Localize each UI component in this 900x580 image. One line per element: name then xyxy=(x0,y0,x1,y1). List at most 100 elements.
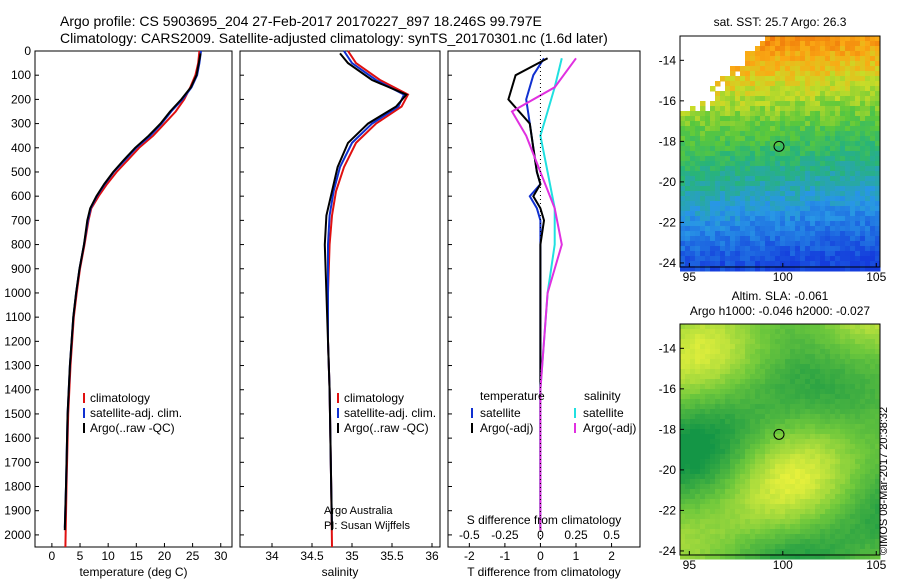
map-cell xyxy=(745,186,751,192)
map-cell xyxy=(790,484,796,490)
map-cell xyxy=(715,534,721,540)
map-cell xyxy=(770,494,776,500)
map-cell xyxy=(870,256,876,262)
map-cell xyxy=(865,454,871,460)
map-cell xyxy=(700,464,706,470)
map-cell xyxy=(740,509,746,515)
map-cell xyxy=(850,509,856,515)
map-cell xyxy=(845,91,851,97)
map-cell xyxy=(860,131,866,137)
map-cell xyxy=(755,499,761,505)
map-cell xyxy=(685,126,691,132)
map-cell xyxy=(875,76,881,82)
map-cell xyxy=(835,519,841,525)
map-cell xyxy=(800,469,806,475)
map-cell xyxy=(745,364,751,370)
map-cell xyxy=(810,334,816,340)
map-cell xyxy=(780,66,786,72)
map-cell xyxy=(855,66,861,72)
map-cell xyxy=(875,236,881,242)
map-cell xyxy=(775,449,781,455)
map-cell xyxy=(800,514,806,520)
map-cell xyxy=(800,196,806,202)
map-cell xyxy=(875,354,881,360)
map-cell xyxy=(705,161,711,167)
map-cell xyxy=(810,176,816,182)
map-cell xyxy=(755,534,761,540)
map-cell xyxy=(760,171,766,177)
map-cell xyxy=(735,91,741,97)
map-cell xyxy=(800,41,806,47)
map-cell xyxy=(835,509,841,515)
map-cell xyxy=(745,161,751,167)
map-cell xyxy=(860,464,866,470)
map-cell xyxy=(725,434,731,440)
map-cell xyxy=(785,554,791,560)
map-cell xyxy=(760,409,766,415)
map-cell xyxy=(725,334,731,340)
map-cell xyxy=(830,459,836,465)
map-cell xyxy=(845,66,851,72)
map-cell xyxy=(825,419,831,425)
map-cell xyxy=(835,554,841,560)
map-cell xyxy=(860,404,866,410)
map-cell xyxy=(760,394,766,400)
map-cell xyxy=(805,231,811,237)
map-cell xyxy=(770,369,776,375)
map-cell xyxy=(755,96,761,102)
map-cell xyxy=(840,121,846,127)
map-cell xyxy=(835,206,841,212)
map-cell xyxy=(745,464,751,470)
map-cell xyxy=(685,211,691,217)
map-cell xyxy=(765,46,771,52)
map-cell xyxy=(730,449,736,455)
map-cell xyxy=(800,36,806,42)
map-cell xyxy=(760,71,766,77)
y-tick-label: -14 xyxy=(659,341,677,355)
map-cell xyxy=(865,374,871,380)
map-cell xyxy=(700,121,706,127)
map-cell xyxy=(815,56,821,62)
map-cell xyxy=(850,156,856,162)
map-cell xyxy=(710,399,716,405)
map-cell xyxy=(860,389,866,395)
map-cell xyxy=(805,389,811,395)
map-cell xyxy=(855,439,861,445)
map-cell xyxy=(680,146,686,152)
map-cell xyxy=(835,41,841,47)
map-cell xyxy=(845,121,851,127)
map-cell xyxy=(730,524,736,530)
map-cell xyxy=(800,66,806,72)
map-cell xyxy=(725,429,731,435)
map-cell xyxy=(695,231,701,237)
map-cell xyxy=(810,329,816,335)
map-cell xyxy=(790,151,796,157)
map-cell xyxy=(800,354,806,360)
map-cell xyxy=(865,171,871,177)
map-cell xyxy=(725,424,731,430)
map-cell xyxy=(750,56,756,62)
map-cell xyxy=(780,196,786,202)
map-cell xyxy=(800,146,806,152)
map-cell xyxy=(695,136,701,142)
map-cell xyxy=(805,161,811,167)
map-cell xyxy=(785,384,791,390)
map-cell xyxy=(795,449,801,455)
map-cell xyxy=(735,221,741,227)
map-cell xyxy=(770,36,776,42)
map-cell xyxy=(730,211,736,217)
map-cell xyxy=(770,429,776,435)
map-cell xyxy=(715,454,721,460)
map-cell xyxy=(820,236,826,242)
x-tick-label: 35 xyxy=(345,549,359,563)
map-cell xyxy=(805,116,811,122)
map-cell xyxy=(770,76,776,82)
map-cell xyxy=(755,91,761,97)
map-cell xyxy=(825,216,831,222)
map-cell xyxy=(855,464,861,470)
plot-frame xyxy=(447,50,641,548)
map-cell xyxy=(725,439,731,445)
map-cell xyxy=(755,349,761,355)
map-cell xyxy=(745,131,751,137)
map-cell xyxy=(820,41,826,47)
